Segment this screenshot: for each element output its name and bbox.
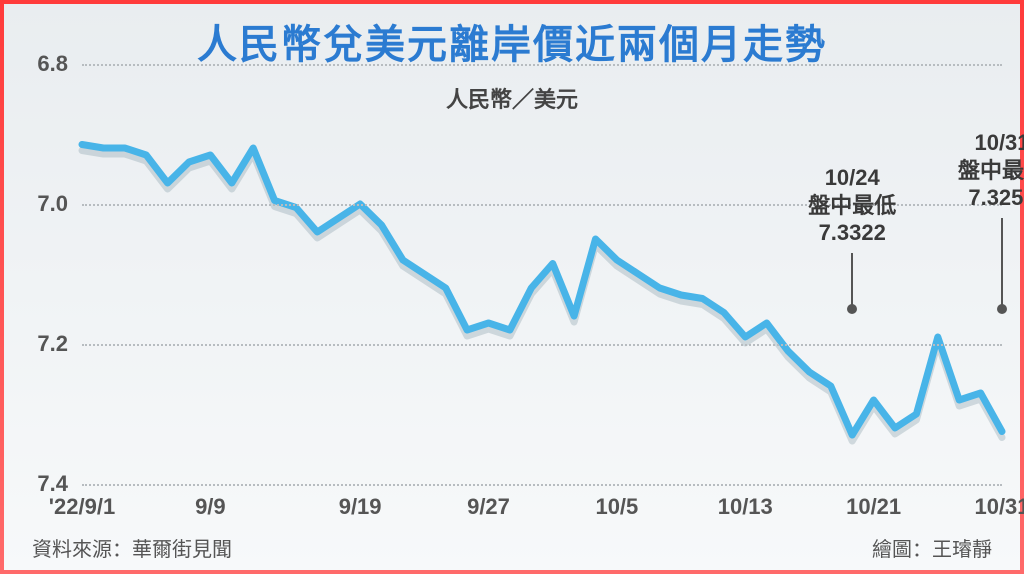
x-axis-label: 10/5 bbox=[595, 494, 638, 520]
x-axis-label: 9/19 bbox=[339, 494, 382, 520]
x-axis-label: 9/9 bbox=[195, 494, 226, 520]
x-axis-label: '22/9/1 bbox=[49, 494, 115, 520]
gridline bbox=[82, 344, 1002, 346]
annotation-desc: 盤中最低 bbox=[792, 192, 912, 220]
x-axis-label: 10/13 bbox=[718, 494, 773, 520]
line-chart-svg bbox=[82, 64, 1002, 484]
y-axis-label: 7.0 bbox=[4, 191, 68, 217]
x-axis-label: 10/31 bbox=[974, 494, 1024, 520]
annotation-dot bbox=[847, 304, 857, 314]
gridline bbox=[82, 484, 1002, 486]
annotation-date: 10/24 bbox=[792, 164, 912, 192]
annotation-leader-line bbox=[1001, 218, 1003, 310]
chart-title: 人民幣兌美元離岸價近兩個月走勢 bbox=[4, 12, 1020, 70]
gridline bbox=[82, 64, 1002, 66]
annotation-dot bbox=[997, 304, 1007, 314]
annotation-label: 10/31盤中最低7.3250 bbox=[942, 129, 1024, 212]
credit-text: 繪圖：王璿靜 bbox=[872, 533, 992, 562]
source-text: 資料來源：華爾街見聞 bbox=[32, 533, 232, 562]
y-axis-label: 6.8 bbox=[4, 51, 68, 77]
annotation-value: 7.3322 bbox=[792, 219, 912, 247]
annotation-leader-line bbox=[851, 253, 853, 310]
annotation-desc: 盤中最低 bbox=[942, 157, 1024, 185]
chart-frame: 人民幣兌美元離岸價近兩個月走勢 人民幣／美元 資料來源：華爾街見聞 繪圖：王璿靜… bbox=[0, 0, 1024, 574]
plot-area bbox=[82, 64, 1002, 484]
annotation-value: 7.3250 bbox=[942, 184, 1024, 212]
annotation-date: 10/31 bbox=[942, 129, 1024, 157]
y-axis-label: 7.2 bbox=[4, 331, 68, 357]
x-axis-label: 10/21 bbox=[846, 494, 901, 520]
x-axis-label: 9/27 bbox=[467, 494, 510, 520]
annotation-label: 10/24盤中最低7.3322 bbox=[792, 164, 912, 247]
